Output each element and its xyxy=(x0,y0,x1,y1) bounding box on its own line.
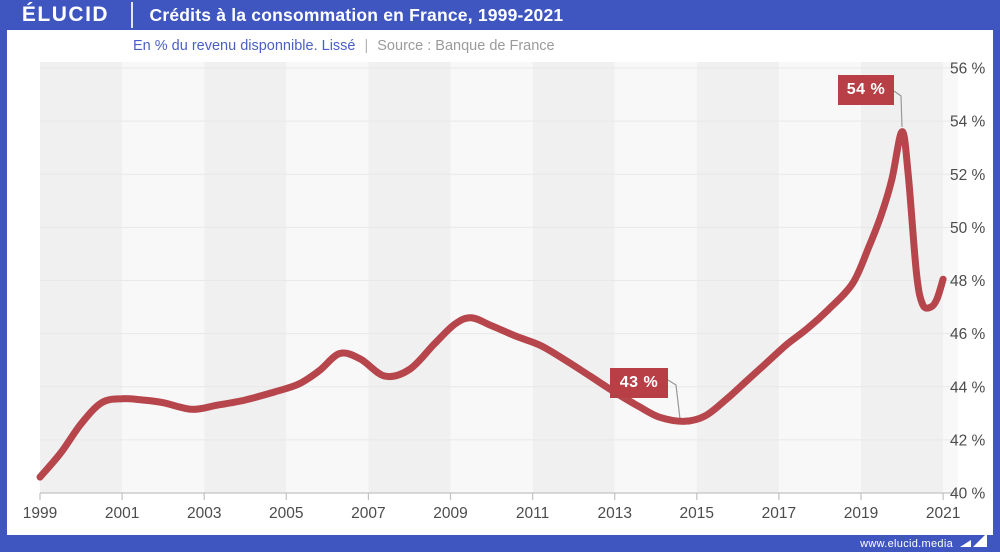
header-divider xyxy=(131,2,133,28)
data-label-43-text: 43 % xyxy=(619,374,659,391)
subtitle-measure: En % du revenu disponnible. Lissé xyxy=(133,38,356,54)
chart-card: En % du revenu disponnible. Lissé | Source… xyxy=(7,30,993,535)
footer-bar: www.elucid.media xyxy=(0,533,1000,552)
chart-subtitle: En % du revenu disponnible. Lissé | Source… xyxy=(133,38,555,54)
data-label-54-percent: 54 % xyxy=(838,75,894,105)
subtitle-separator: | xyxy=(364,38,369,54)
data-label-43-percent: 43 % xyxy=(610,368,668,398)
elucid-logo: ÉLUCID xyxy=(21,3,110,26)
page-title: Crédits à la consommation en France, 199… xyxy=(149,4,564,25)
data-label-54-text: 54 % xyxy=(846,81,886,98)
footer-url: www.elucid.media xyxy=(860,537,953,550)
elucid-arrow-icon xyxy=(960,533,987,547)
subtitle-source: Source : Banque de France xyxy=(377,38,555,54)
header-bar: ÉLUCID Crédits à la consommation en Fran… xyxy=(0,0,1000,30)
